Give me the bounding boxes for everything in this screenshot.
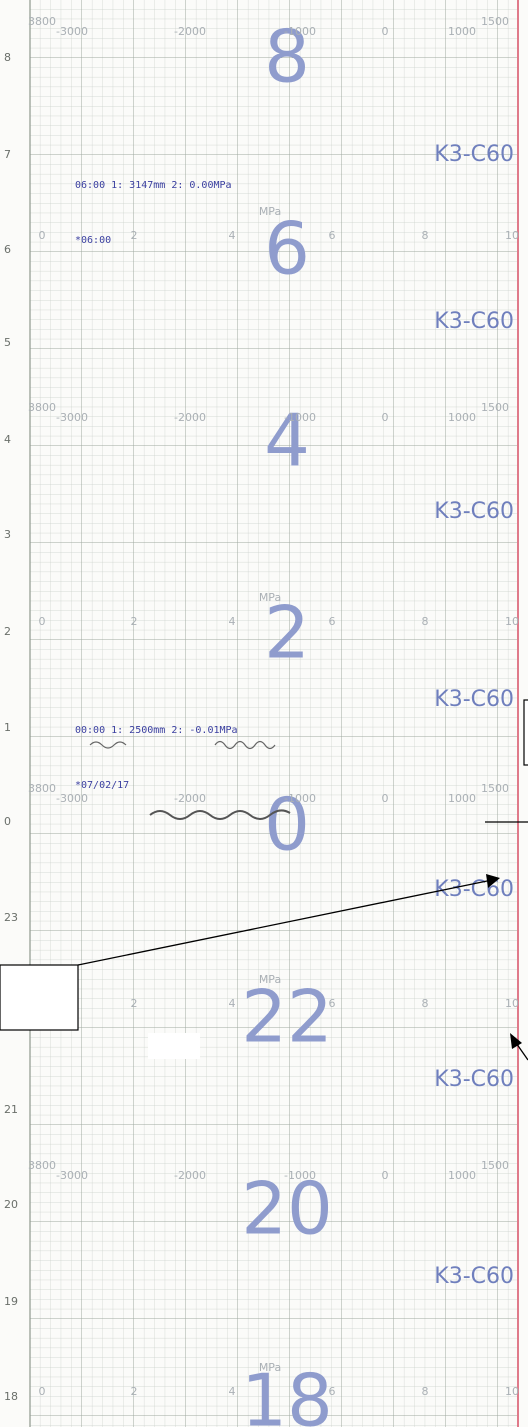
level-scale-label: 1500 <box>481 15 509 28</box>
hour-tick-label: 7 <box>4 148 11 161</box>
pressure-scale-label: 8 <box>422 1385 429 1398</box>
level-scale-label: 3800 <box>28 15 56 28</box>
hour-label: 4 <box>264 399 310 483</box>
chart-code: K3-C60 <box>434 142 514 167</box>
level-scale-label: 1000 <box>448 1169 476 1182</box>
hour-tick-label: 8 <box>4 51 11 64</box>
level-scale-label: 0 <box>382 792 389 805</box>
pressure-scale-label: 10 <box>505 615 519 628</box>
level-scale-label: -2000 <box>174 1169 206 1182</box>
pressure-scale-label: 10 <box>505 997 519 1010</box>
hour-label: 22 <box>241 975 333 1059</box>
level-scale-label: 1000 <box>448 25 476 38</box>
hour-label: 6 <box>264 207 310 291</box>
redaction <box>148 1033 200 1059</box>
pressure-scale-label: 0 <box>39 229 46 242</box>
level-scale-label: 1500 <box>481 1159 509 1172</box>
level-scale-label: -1000 <box>284 1169 316 1182</box>
pressure-unit: MPa <box>259 1361 281 1374</box>
level-scale-label: -1000 <box>284 792 316 805</box>
level-scale-label: -2000 <box>174 411 206 424</box>
pressure-scale-label: 6 <box>329 1385 336 1398</box>
labels: 876543210232120191886420222018K3-C60K3-C… <box>4 15 519 1427</box>
pressure-scale-label: 4 <box>229 1385 236 1398</box>
arrow <box>77 879 493 966</box>
hour-tick-label: 2 <box>4 625 11 638</box>
level-scale-label: -3000 <box>56 792 88 805</box>
arrow-head <box>510 1033 522 1049</box>
level-scale-label: 1000 <box>448 792 476 805</box>
level-scale-label: 3800 <box>28 1159 56 1172</box>
major-grid <box>30 0 518 1427</box>
hour-label: 0 <box>264 783 310 867</box>
chart-code: K3-C60 <box>434 687 514 712</box>
level-scale-label: -2000 <box>174 792 206 805</box>
level-scale-label: 0 <box>382 411 389 424</box>
hour-tick-label: 19 <box>4 1295 18 1308</box>
pressure-scale-label: 6 <box>329 229 336 242</box>
pressure-scale-label: 4 <box>229 615 236 628</box>
handwriting <box>89 740 276 750</box>
pressure-scale-label: 8 <box>422 997 429 1010</box>
pressure-unit: MPa <box>259 591 281 604</box>
hour-tick-label: 5 <box>4 336 11 349</box>
hour-label: 2 <box>264 591 310 675</box>
level-scale-label: 0 <box>382 1169 389 1182</box>
level-scale-label: 1500 <box>481 782 509 795</box>
pressure-scale-label: 2 <box>131 997 138 1010</box>
hour-tick-label: 1 <box>4 721 11 734</box>
record-text: 00:00 1: 2500mm 2: -0.01MPa <box>75 725 238 736</box>
level-scale-label: -1000 <box>284 411 316 424</box>
hour-tick-label: 0 <box>4 815 11 828</box>
pressure-scale-label: 6 <box>329 997 336 1010</box>
pressure-scale-label: 2 <box>131 229 138 242</box>
pressure-scale-label: 0 <box>39 1385 46 1398</box>
chart-code: K3-C60 <box>434 309 514 334</box>
level-scale-label: 1500 <box>481 401 509 414</box>
pressure-scale-label: 6 <box>329 615 336 628</box>
callout-box <box>523 699 528 766</box>
pressure-scale-label: 4 <box>229 997 236 1010</box>
level-scale-label: 0 <box>382 25 389 38</box>
level-scale-label: 1000 <box>448 411 476 424</box>
pressure-unit: MPa <box>259 973 281 986</box>
hour-tick-label: 20 <box>4 1198 18 1211</box>
hour-label: 8 <box>264 15 310 99</box>
hour-tick-label: 18 <box>4 1390 18 1403</box>
level-scale-label: -3000 <box>56 411 88 424</box>
pressure-scale-label: 10 <box>505 229 519 242</box>
level-scale-label: -3000 <box>56 25 88 38</box>
chart-code: K3-C60 <box>434 499 514 524</box>
pressure-scale-label: 8 <box>422 615 429 628</box>
hour-label: 20 <box>241 1167 333 1251</box>
pressure-scale-label: 2 <box>131 615 138 628</box>
record-text: *07/02/17 <box>75 780 129 791</box>
hour-tick-label: 21 <box>4 1103 18 1116</box>
chart-code: K3-C60 <box>434 1264 514 1289</box>
hour-tick-label: 3 <box>4 528 11 541</box>
hour-tick-label: 23 <box>4 911 18 924</box>
handwriting <box>149 809 291 820</box>
level-scale-label: 3800 <box>28 782 56 795</box>
pressure-unit: MPa <box>259 205 281 218</box>
level-scale-label: 3800 <box>28 401 56 414</box>
level-scale-label: -1000 <box>284 25 316 38</box>
pressure-scale-label: 2 <box>131 1385 138 1398</box>
hour-tick-label: 4 <box>4 433 11 446</box>
level-scale-label: -3000 <box>56 1169 88 1182</box>
callout-box <box>0 964 79 1031</box>
pressure-scale-label: 8 <box>422 229 429 242</box>
hour-tick-label: 6 <box>4 243 11 256</box>
level-scale-label: -2000 <box>174 25 206 38</box>
arrow-head <box>486 874 500 888</box>
hour-label: 18 <box>241 1359 333 1427</box>
record-text: 06:00 1: 3147mm 2: 0.00MPa <box>75 180 232 191</box>
pressure-scale-label: 0 <box>39 615 46 628</box>
pressure-scale-label: 10 <box>505 1385 519 1398</box>
chart-code: K3-C60 <box>434 1067 514 1092</box>
pressure-scale-label: 4 <box>229 229 236 242</box>
record-text: *06:00 <box>75 235 111 246</box>
